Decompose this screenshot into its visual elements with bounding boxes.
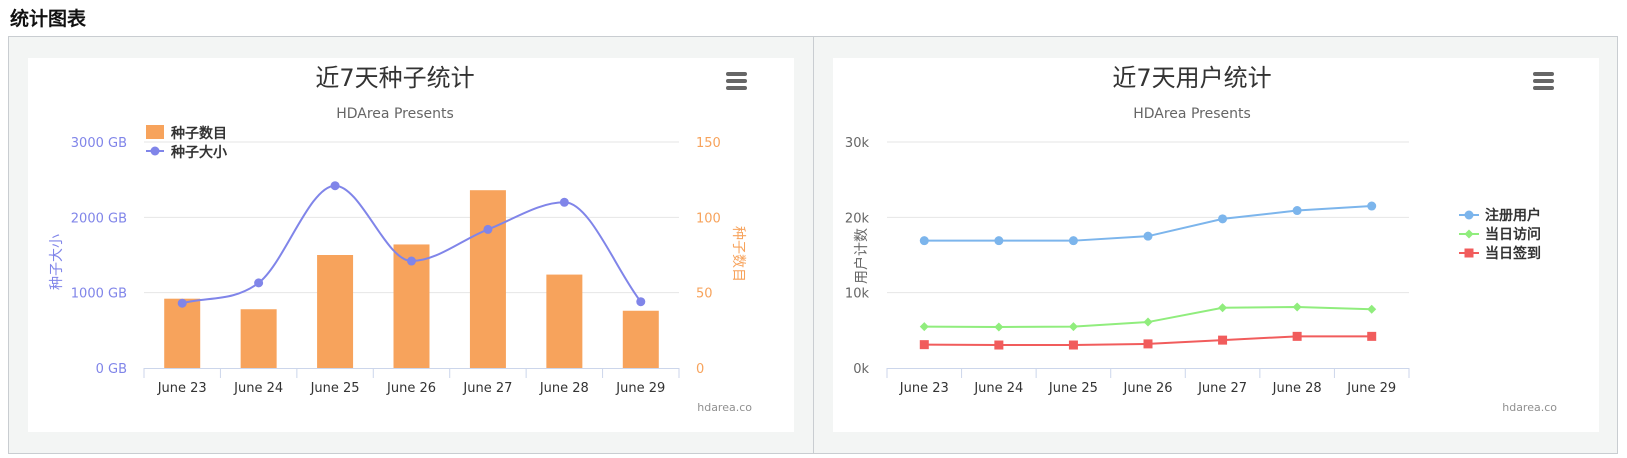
data-point[interactable] xyxy=(559,197,569,207)
x-tick-label: June 24 xyxy=(233,381,283,396)
x-tick-label: June 25 xyxy=(310,381,360,396)
legend-marker xyxy=(150,146,160,156)
data-point[interactable] xyxy=(254,278,264,288)
data-point[interactable] xyxy=(1218,303,1228,313)
x-tick-label: June 24 xyxy=(973,381,1023,396)
data-point[interactable] xyxy=(407,256,416,266)
legend-item-checkins[interactable]: 当日签到 xyxy=(1485,245,1541,262)
x-tick-label: June 26 xyxy=(386,381,436,396)
y-left-tick-label: 2000 GB xyxy=(71,211,127,226)
bar[interactable] xyxy=(546,274,583,368)
legend-marker-circle xyxy=(1464,210,1474,220)
frame-divider xyxy=(813,36,814,454)
data-point[interactable] xyxy=(1367,201,1377,211)
y-left-tick-label: 1000 GB xyxy=(71,287,127,302)
y-left-tick-label: 3000 GB xyxy=(71,136,127,151)
torrent-stats-svg: 近7天种子统计 HDArea Presents 0 GB 1000 GB 2000 … xyxy=(49,64,752,414)
chart-title: 近7天用户统计 xyxy=(1112,64,1271,92)
data-point[interactable] xyxy=(636,297,646,307)
legend-bar-symbol xyxy=(146,125,164,139)
y-tick-label: 30k xyxy=(845,136,870,151)
chart-legend: 种子数目 种子大小 xyxy=(146,125,227,161)
legend-item-visits[interactable]: 当日访问 xyxy=(1485,226,1541,243)
y-axis-label: 用户计数 xyxy=(853,228,870,284)
data-point[interactable] xyxy=(1143,317,1153,327)
x-tick-label: June 23 xyxy=(899,381,949,396)
data-point[interactable] xyxy=(1292,206,1302,216)
data-point[interactable] xyxy=(994,322,1004,332)
x-tick-label: June 29 xyxy=(615,381,665,396)
data-point[interactable] xyxy=(1218,214,1228,224)
data-point[interactable] xyxy=(919,236,929,246)
torrent-stats-chart: 近7天种子统计 HDArea Presents 0 GB 1000 GB 2000 … xyxy=(28,58,794,432)
chart-legend: 注册用户 当日访问 当日签到 xyxy=(1459,207,1541,262)
y-right-tick-label: 0 xyxy=(696,362,704,377)
y-right-tick-label: 100 xyxy=(696,211,721,226)
data-point[interactable] xyxy=(1143,231,1153,241)
data-point[interactable] xyxy=(1367,331,1377,341)
data-point[interactable] xyxy=(1068,340,1078,350)
y-right-axis-label: 种子数目 xyxy=(730,226,746,282)
y-left-tick-label: 0 GB xyxy=(96,362,127,377)
chart-title: 近7天种子统计 xyxy=(315,64,474,92)
y-right-tick-label: 150 xyxy=(696,136,721,151)
y-tick-label: 10k xyxy=(845,287,870,302)
data-point[interactable] xyxy=(994,340,1004,350)
chart-subtitle: HDArea Presents xyxy=(336,106,454,122)
x-tick-label: June 23 xyxy=(157,381,207,396)
chart-subtitle: HDArea Presents xyxy=(1133,106,1251,122)
y-right-tick-label: 50 xyxy=(696,287,713,302)
data-point[interactable] xyxy=(994,236,1004,246)
data-point[interactable] xyxy=(483,224,493,234)
y-left-axis-label: 种子大小 xyxy=(49,234,65,290)
user-stats-chart: 近7天用户统计 HDArea Presents 用户计数 0k 10k 20k 30k… xyxy=(833,58,1599,432)
data-point[interactable] xyxy=(1068,322,1078,332)
x-tick-label: June 27 xyxy=(1197,381,1247,396)
bar[interactable] xyxy=(164,298,201,368)
data-point[interactable] xyxy=(919,340,929,350)
data-point[interactable] xyxy=(1292,302,1302,312)
y-tick-label: 20k xyxy=(845,211,870,226)
x-tick-label: June 29 xyxy=(1346,381,1396,396)
user-stats-svg: 近7天用户统计 HDArea Presents 用户计数 0k 10k 20k 30k… xyxy=(845,64,1557,414)
data-point[interactable] xyxy=(919,322,929,332)
x-tick-label: June 27 xyxy=(462,381,512,396)
menu-icon[interactable] xyxy=(1533,72,1554,90)
x-tick-label: June 28 xyxy=(1272,381,1322,396)
bar[interactable] xyxy=(317,255,354,368)
legend-item-count[interactable]: 种子数目 xyxy=(170,125,227,142)
x-tick-label: June 28 xyxy=(539,381,589,396)
data-point[interactable] xyxy=(1218,335,1228,345)
bar[interactable] xyxy=(622,310,659,368)
data-point[interactable] xyxy=(1292,331,1302,341)
chart-credit[interactable]: hdarea.co xyxy=(1502,401,1557,414)
data-point[interactable] xyxy=(1068,236,1078,246)
y-tick-label: 0k xyxy=(853,362,869,377)
bar[interactable] xyxy=(240,309,277,368)
bar[interactable] xyxy=(469,190,506,368)
legend-marker-diamond xyxy=(1464,229,1474,239)
section-title: 统计图表 xyxy=(10,8,87,30)
data-point[interactable] xyxy=(177,298,187,308)
legend-item-registered[interactable]: 注册用户 xyxy=(1485,207,1541,224)
data-point[interactable] xyxy=(1143,339,1153,349)
x-tick-label: June 26 xyxy=(1123,381,1173,396)
legend-marker-square xyxy=(1464,248,1474,258)
data-point[interactable] xyxy=(1367,304,1377,314)
chart-credit[interactable]: hdarea.co xyxy=(697,401,752,414)
legend-item-size[interactable]: 种子大小 xyxy=(170,144,227,161)
data-point[interactable] xyxy=(330,181,340,191)
menu-icon[interactable] xyxy=(726,72,747,90)
x-tick-label: June 25 xyxy=(1048,381,1098,396)
